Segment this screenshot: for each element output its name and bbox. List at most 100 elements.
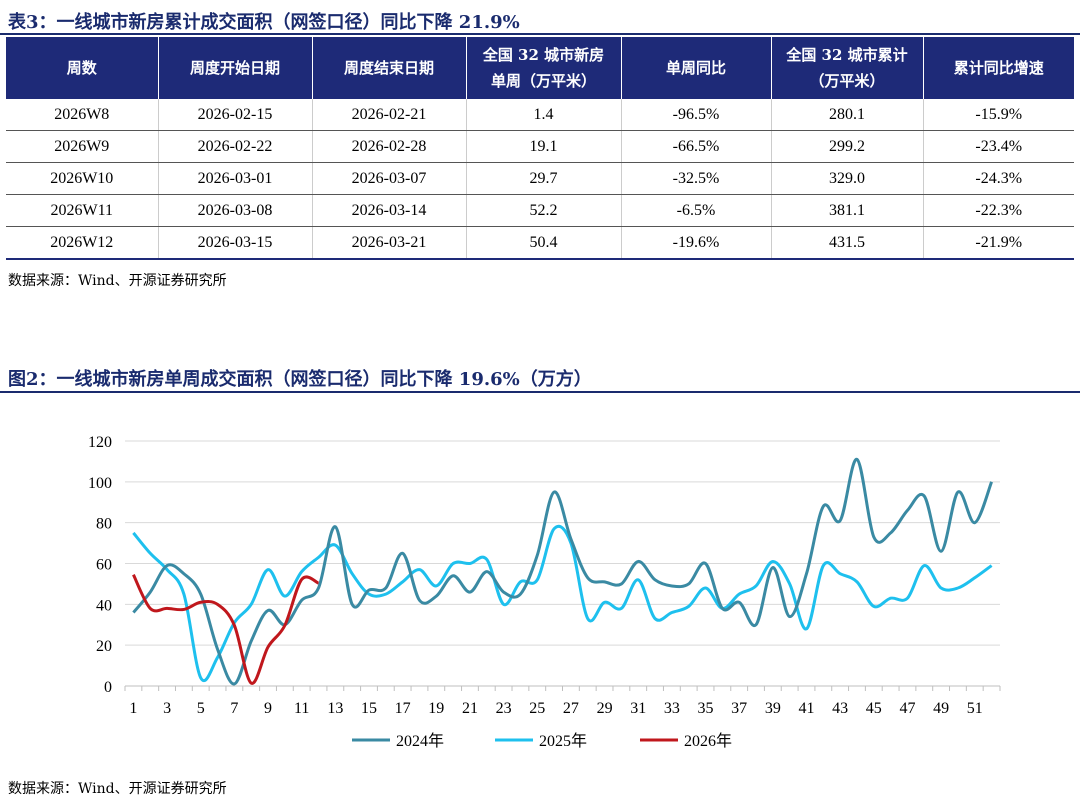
x-tick-label: 21 <box>462 700 478 717</box>
table-cell: 299.2 <box>771 130 924 163</box>
table-header-text: 周度结束日期 <box>343 59 434 77</box>
table-cell: -23.4% <box>923 130 1074 163</box>
series-line-2024年 <box>132 457 993 686</box>
chart-title: 图2：一线城市新房单周成交面积（网签口径）同比下降 19.6%（万方） <box>8 369 592 390</box>
y-tick-label: 20 <box>96 638 112 655</box>
table-row: 2026W10 2026-03-01 2026-03-07 29.7 -32.5% 329… <box>6 162 1074 195</box>
table-cell: 280.1 <box>771 99 924 131</box>
table-row: 2026W8 2026-02-15 2026-02-21 1.4 -96.5% 280.1… <box>6 99 1074 131</box>
y-tick-label: 100 <box>88 475 112 492</box>
table-header-cell: 全国 32 城市新房 单周（万平米） <box>466 37 622 99</box>
table-header-cell: 单周同比 <box>621 37 772 99</box>
table-row: 2026W9 2026-02-22 2026-02-28 19.1 -66.5% 299.… <box>6 130 1074 163</box>
table-cell: -22.3% <box>923 194 1074 227</box>
y-tick-label: 60 <box>96 557 112 574</box>
x-tick-label: 5 <box>197 700 205 717</box>
y-tick-label: 40 <box>96 597 112 614</box>
table-cell: -24.3% <box>923 162 1074 195</box>
series-line-2025年 <box>132 524 993 682</box>
table-header-cell: 累计同比增速 <box>923 37 1074 99</box>
table-cell: 329.0 <box>771 162 924 195</box>
table-cell: -66.5% <box>621 130 772 163</box>
chart-title-rule <box>0 391 1080 393</box>
table-cell: -6.5% <box>621 194 772 227</box>
table-header-text: 累计同比增速 <box>953 59 1044 77</box>
table-cell: 2026-02-22 <box>158 130 313 163</box>
table-cell: 2026-03-14 <box>312 194 467 227</box>
table-header-cell: 周数 <box>6 37 159 99</box>
x-tick-label: 1 <box>129 700 137 717</box>
table-cell: -96.5% <box>621 99 772 131</box>
y-tick-label: 0 <box>104 679 112 696</box>
x-tick-label: 23 <box>496 700 512 717</box>
x-tick-label: 11 <box>294 700 309 717</box>
table-cell: 2026-02-15 <box>158 99 313 131</box>
table-cell: 19.1 <box>466 130 622 163</box>
table-header-text: 单周同比 <box>665 59 726 77</box>
y-tick-label: 120 <box>88 434 112 451</box>
table-cell: 52.2 <box>466 194 622 227</box>
table-header-text: （万平米） <box>809 72 885 90</box>
x-tick-label: 17 <box>395 700 411 717</box>
table-cell: 2026W10 <box>6 162 159 195</box>
x-tick-label: 31 <box>630 700 646 717</box>
table-header-text: 全国 32 城市累计 <box>786 46 908 64</box>
table-cell: 431.5 <box>771 226 924 260</box>
table-title-rule <box>0 33 1080 35</box>
table-cell: 2026-03-08 <box>158 194 313 227</box>
table-header-text: 周度开始日期 <box>189 59 280 77</box>
x-tick-label: 19 <box>428 700 444 717</box>
series-line-2026年 <box>132 574 320 685</box>
x-tick-label: 3 <box>163 700 171 717</box>
table-cell: -19.6% <box>621 226 772 260</box>
table-cell: -15.9% <box>923 99 1074 131</box>
table-cell: -32.5% <box>621 162 772 195</box>
table-header-row: 周数 周度开始日期 周度结束日期 全国 32 城市新房 单周（万平米） 单周同比 全国 32… <box>6 37 1074 99</box>
x-tick-label: 7 <box>230 700 238 717</box>
table-cell: 1.4 <box>466 99 622 131</box>
table-header-text: 全国 32 城市新房 <box>482 46 605 64</box>
x-tick-label: 9 <box>264 700 272 717</box>
x-tick-label: 25 <box>529 700 545 717</box>
table-header-text: 单周（万平米） <box>490 72 596 90</box>
table-cell: 2026-02-21 <box>312 99 467 131</box>
table-header-cell: 周度开始日期 <box>158 37 313 99</box>
table-title: 表3：一线城市新房累计成交面积（网签口径）同比下降 21.9% <box>8 12 520 33</box>
table-row: 2026W12 2026-03-15 2026-03-21 50.4 -19.6% 431… <box>6 226 1074 260</box>
table-source-note: 数据来源：Wind、开源证券研究所 <box>8 273 227 289</box>
x-tick-label: 15 <box>361 700 377 717</box>
table-header-cell: 周度结束日期 <box>312 37 467 99</box>
x-tick-label: 51 <box>967 700 983 717</box>
table-cell: 2026W8 <box>6 99 159 131</box>
table-cell: 2026-03-07 <box>312 162 467 195</box>
table-cell: 2026-03-01 <box>158 162 313 195</box>
table-header-text: 周数 <box>66 59 97 77</box>
legend-label: 2025年 <box>539 732 587 750</box>
x-tick-label: 33 <box>664 700 680 717</box>
x-tick-label: 37 <box>731 700 747 717</box>
table-cell: 2026W12 <box>6 226 159 260</box>
table-cell: 2026W9 <box>6 130 159 163</box>
table-cell: 50.4 <box>466 226 622 260</box>
x-tick-label: 41 <box>798 700 814 717</box>
table-cell: 29.7 <box>466 162 622 195</box>
table-cell: -21.9% <box>923 226 1074 260</box>
x-tick-label: 39 <box>765 700 781 717</box>
weekly-data-table: 周数 周度开始日期 周度结束日期 全国 32 城市新房 单周（万平米） 单周同比 全国 32… <box>6 37 1074 260</box>
x-tick-label: 43 <box>832 700 848 717</box>
y-tick-label: 80 <box>96 516 112 533</box>
x-tick-label: 35 <box>698 700 714 717</box>
table-cell: 381.1 <box>771 194 924 227</box>
x-tick-label: 49 <box>933 700 949 717</box>
table-cell: 2026-03-15 <box>158 226 313 260</box>
legend-label: 2024年 <box>396 732 444 750</box>
table-cell: 2026-02-28 <box>312 130 467 163</box>
table-header-cell: 全国 32 城市累计 （万平米） <box>771 37 924 99</box>
table-cell: 2026W11 <box>6 194 159 227</box>
x-tick-label: 27 <box>563 700 579 717</box>
x-tick-label: 29 <box>597 700 613 717</box>
table-row: 2026W11 2026-03-08 2026-03-14 52.2 -6.5% 381.… <box>6 194 1074 227</box>
legend-label: 2026年 <box>684 732 732 750</box>
table-cell: 2026-03-21 <box>312 226 467 260</box>
